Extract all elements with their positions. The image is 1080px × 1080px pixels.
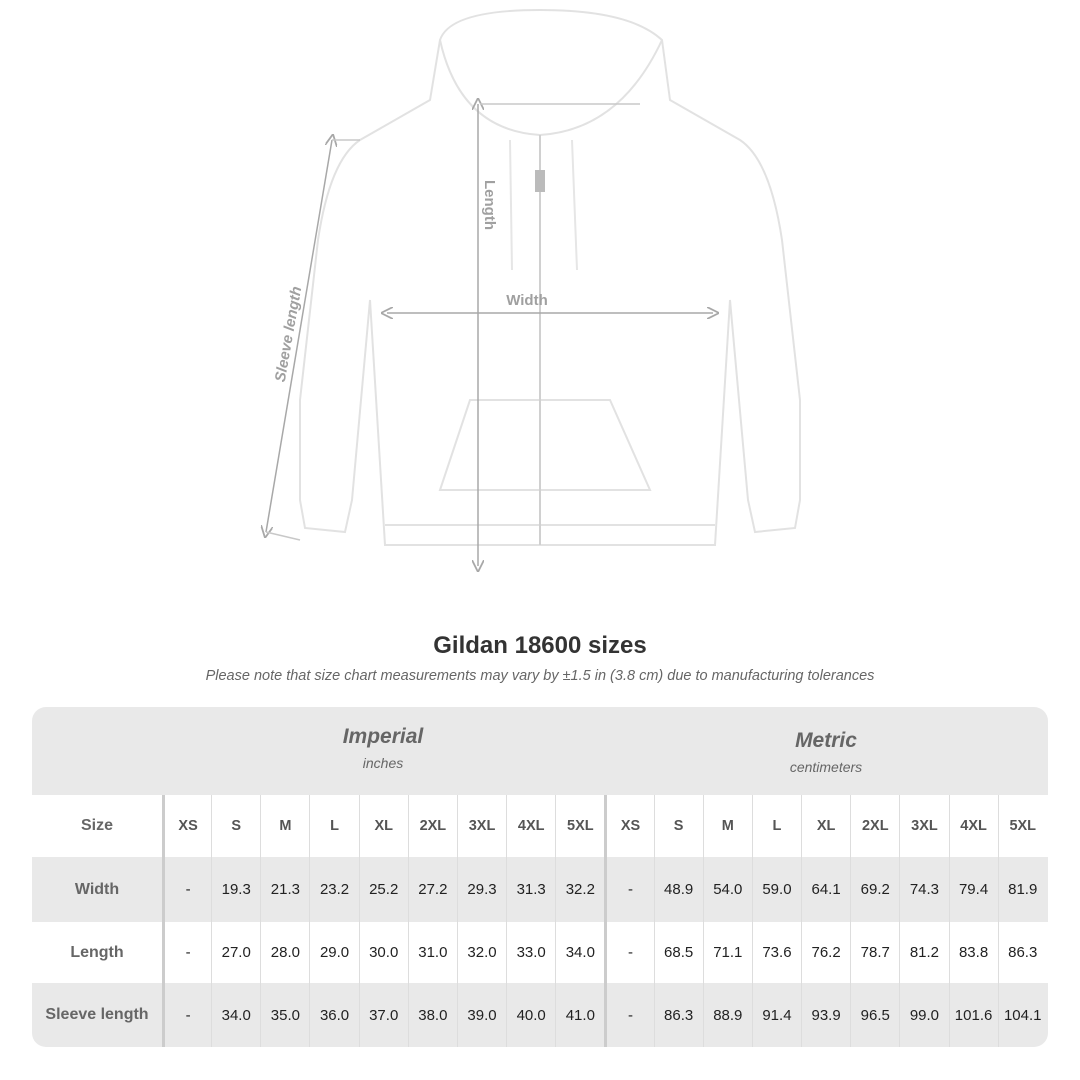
size-row: Size XS S M L XL 2XL 3XL 4XL 5XL XS S M L XL 2XL 3XL 4XL… (32, 795, 1048, 857)
table-cell: - (162, 922, 211, 983)
table-cell: 104.1 (997, 983, 1047, 1047)
size-header-4xl: 4XL (506, 795, 555, 857)
table-cell: 78.7 (850, 922, 899, 983)
size-header-5xl: 5XL (997, 795, 1047, 857)
size-header-3xl: 3XL (899, 795, 948, 857)
size-label: Size (80, 817, 113, 834)
table-cell: 31.0 (407, 922, 457, 983)
table-row: Width -19.3 21.3 23.2 25.2 27.2 29.3 31.3 32.2-4… (32, 857, 1048, 922)
table-cell: 83.8 (948, 922, 998, 983)
table-cell: 86.3 (997, 922, 1047, 983)
table-cell: 29.0 (309, 922, 358, 983)
table-cell: 81.2 (899, 922, 948, 983)
size-header-xl: XL (358, 795, 408, 857)
size-header-l: L (751, 795, 801, 857)
table-cell: 36.0 (309, 983, 358, 1047)
sleeve-arrow (266, 140, 332, 532)
table-cell: 25.2 (358, 857, 408, 922)
table-cell: 54.0 (702, 857, 752, 922)
table-cell: 40.0 (506, 983, 555, 1047)
table-cell: 41.0 (555, 983, 604, 1047)
table-cell: 31.3 (506, 857, 555, 922)
row-label: Length (70, 943, 124, 961)
table-cell: 48.9 (653, 857, 703, 922)
table-cell: 21.3 (260, 857, 309, 922)
row-label: Sleeve length (45, 1006, 149, 1023)
hoodie-image (299, 8, 801, 546)
table-cell: 27.2 (407, 857, 457, 922)
table-cell: 32.0 (456, 922, 506, 983)
table-cell: 19.3 (211, 857, 260, 922)
table-cell: 81.9 (997, 857, 1047, 922)
size-header-xs: XS (162, 795, 211, 857)
table-cell: - (604, 922, 653, 983)
table-cell: 34.0 (211, 983, 260, 1047)
table-cell: 73.6 (751, 922, 801, 983)
size-header-l: L (309, 795, 358, 857)
imperial-title: Imperial (342, 725, 424, 748)
size-header-5xl: 5XL (555, 795, 604, 857)
hoodie-measurement-diagram: Length Width Sleeve length (0, 8, 801, 600)
table-cell: 29.3 (456, 857, 506, 922)
size-header-4xl: 4XL (948, 795, 998, 857)
width-label: Width (506, 292, 548, 309)
table-cell: 23.2 (309, 857, 358, 922)
metric-header: Metric centimeters (604, 729, 1048, 775)
sleeve-length-label: Sleeve length (272, 285, 306, 383)
table-cell: 91.4 (751, 983, 801, 1047)
table-row: Sleeve length -34.0 35.0 36.0 37.0 38.0 39.0 40… (32, 983, 1048, 1047)
metric-unit: centimeters (789, 759, 863, 775)
row-label: Width (74, 880, 120, 898)
size-header-s: S (653, 795, 703, 857)
table-cell: 79.4 (948, 857, 998, 922)
metric-title: Metric (795, 729, 857, 752)
size-table: Imperial inches Metric centimeters Size … (32, 707, 1048, 1047)
table-cell: 68.5 (653, 922, 703, 983)
length-label: Length (481, 180, 498, 230)
table-cell: 39.0 (456, 983, 506, 1047)
table-cell: - (162, 857, 211, 922)
table-cell: 96.5 (850, 983, 899, 1047)
table-cell: 27.0 (211, 922, 260, 983)
table-cell: - (162, 983, 211, 1047)
table-cell: 33.0 (506, 922, 555, 983)
table-cell: 28.0 (260, 922, 309, 983)
size-header-m: M (702, 795, 752, 857)
size-header-2xl: 2XL (850, 795, 899, 857)
size-header-3xl: 3XL (456, 795, 506, 857)
size-header-xs: XS (604, 795, 653, 857)
page-title: Gildan 18600 sizes (433, 632, 647, 659)
table-cell: 74.3 (899, 857, 948, 922)
table-cell: 86.3 (653, 983, 703, 1047)
table-cell: 88.9 (702, 983, 752, 1047)
size-header-s: S (211, 795, 260, 857)
table-cell: 38.0 (407, 983, 457, 1047)
table-cell: 32.2 (555, 857, 604, 922)
table-cell: 30.0 (358, 922, 408, 983)
table-cell: 59.0 (751, 857, 801, 922)
table-row: Length -27.0 28.0 29.0 30.0 31.0 32.0 33.0 34.0-… (32, 922, 1048, 983)
zipper-pull (535, 170, 545, 192)
table-cell: 69.2 (850, 857, 899, 922)
table-cell: 34.0 (555, 922, 604, 983)
table-cell: 35.0 (260, 983, 309, 1047)
imperial-header: Imperial inches (162, 725, 604, 771)
table-cell: 101.6 (948, 983, 998, 1047)
table-cell: 76.2 (801, 922, 850, 983)
table-cell: 99.0 (899, 983, 948, 1047)
tolerance-note: Please note that size chart measurements… (205, 668, 875, 684)
table-cell: 64.1 (801, 857, 850, 922)
unit-header: Imperial inches Metric centimeters (32, 707, 1048, 795)
table-cell: 93.9 (801, 983, 850, 1047)
size-header-2xl: 2XL (407, 795, 457, 857)
table-cell: - (604, 983, 653, 1047)
table-cell: 37.0 (358, 983, 408, 1047)
imperial-unit: inches (362, 755, 404, 771)
table-cell: 71.1 (702, 922, 752, 983)
size-header-m: M (260, 795, 309, 857)
size-header-xl: XL (801, 795, 850, 857)
table-cell: - (604, 857, 653, 922)
